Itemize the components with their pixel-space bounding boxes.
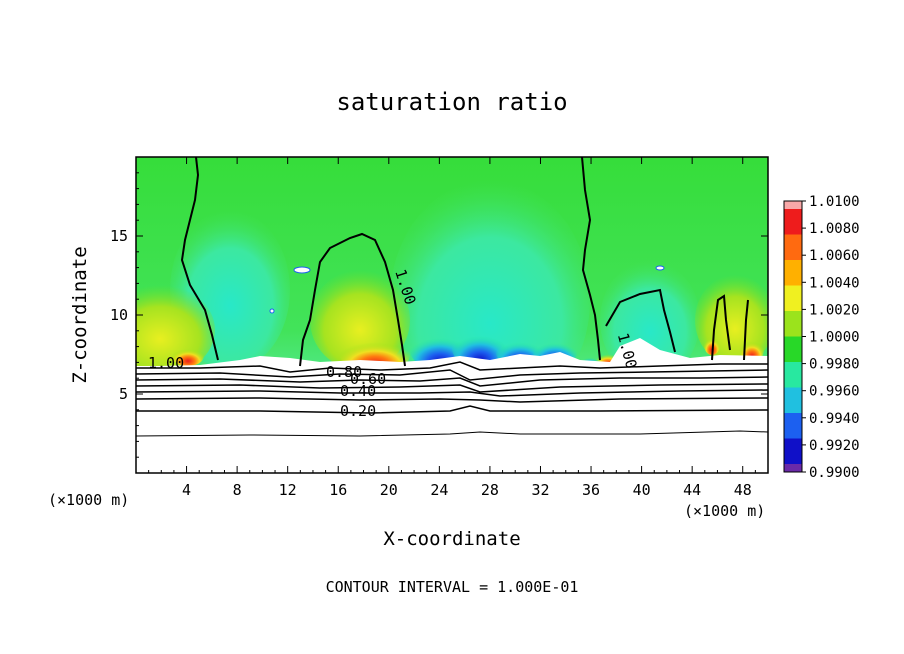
colorbar-label: 0.9920 bbox=[809, 438, 860, 454]
x-tick-label: 16 bbox=[329, 481, 347, 499]
colorbar-label: 1.0100 bbox=[809, 194, 860, 210]
x-tick-label: 4 bbox=[182, 481, 191, 499]
x-tick-label: 48 bbox=[734, 481, 752, 499]
x-tick-label: 8 bbox=[233, 481, 242, 499]
colorbar-label: 1.0080 bbox=[809, 221, 860, 237]
x-axis-label: X-coordinate bbox=[383, 528, 521, 550]
x-axis-tick-labels: 4 8 12 16 20 24 28 32 36 40 44 48 bbox=[182, 481, 752, 499]
colorbar-swatch bbox=[784, 209, 802, 235]
colorbar bbox=[783, 200, 806, 473]
colorbar-swatch bbox=[784, 464, 802, 472]
saturation-field bbox=[136, 157, 768, 473]
y-axis-ticks bbox=[136, 172, 768, 458]
x-units-left: (×1000 m) bbox=[48, 491, 130, 509]
y-tick-label: 5 bbox=[119, 385, 128, 403]
colorbar-label: 1.0060 bbox=[809, 248, 860, 264]
colorbar-swatch bbox=[784, 234, 802, 260]
y-tick-label: 10 bbox=[110, 306, 128, 324]
x-tick-label: 28 bbox=[481, 481, 499, 499]
colorbar-swatch bbox=[784, 413, 802, 439]
x-tick-label: 44 bbox=[683, 481, 701, 499]
colorbar-labels: 1.0100 1.0080 1.0060 1.0040 1.0020 1.0000 0.99… bbox=[809, 194, 860, 481]
colorbar-swatch bbox=[784, 336, 802, 362]
colorbar-swatch bbox=[784, 311, 802, 337]
colorbar-label: 1.0040 bbox=[809, 275, 860, 291]
x-tick-label: 32 bbox=[531, 481, 549, 499]
colorbar-swatch bbox=[784, 438, 802, 464]
chart-title: saturation ratio bbox=[336, 88, 568, 116]
contour-label: 0.20 bbox=[340, 402, 376, 420]
contour-label: 1.00 bbox=[148, 354, 184, 372]
x-tick-label: 36 bbox=[582, 481, 600, 499]
colorbar-swatch bbox=[784, 285, 802, 311]
colorbar-label: 0.9960 bbox=[809, 384, 860, 400]
x-tick-label: 12 bbox=[279, 481, 297, 499]
colorbar-label: 1.0000 bbox=[809, 330, 860, 346]
y-axis-tick-labels: 5 10 15 bbox=[110, 227, 128, 403]
colorbar-label: 0.9940 bbox=[809, 411, 860, 427]
y-tick-label: 15 bbox=[110, 227, 128, 245]
y-axis-label: Z-coordinate bbox=[69, 246, 91, 384]
colorbar-swatch bbox=[784, 387, 802, 413]
colorbar-swatch bbox=[784, 260, 802, 286]
colorbar-label: 1.0020 bbox=[809, 302, 860, 318]
contour-label: 0.80 bbox=[326, 363, 362, 381]
colorbar-swatch bbox=[784, 201, 802, 209]
colorbar-label: 0.9900 bbox=[809, 465, 860, 481]
x-units-right: (×1000 m) bbox=[684, 502, 766, 520]
x-tick-label: 20 bbox=[380, 481, 398, 499]
x-axis-ticks bbox=[148, 157, 756, 473]
x-tick-label: 24 bbox=[430, 481, 448, 499]
colorbar-label: 0.9980 bbox=[809, 357, 860, 373]
contour-interval-note: CONTOUR INTERVAL = 1.000E-01 bbox=[325, 578, 579, 596]
colorbar-swatch bbox=[784, 362, 802, 388]
contour-label: 0.60 bbox=[350, 370, 386, 388]
contour-label: 0.40 bbox=[340, 382, 376, 400]
x-tick-label: 40 bbox=[633, 481, 651, 499]
